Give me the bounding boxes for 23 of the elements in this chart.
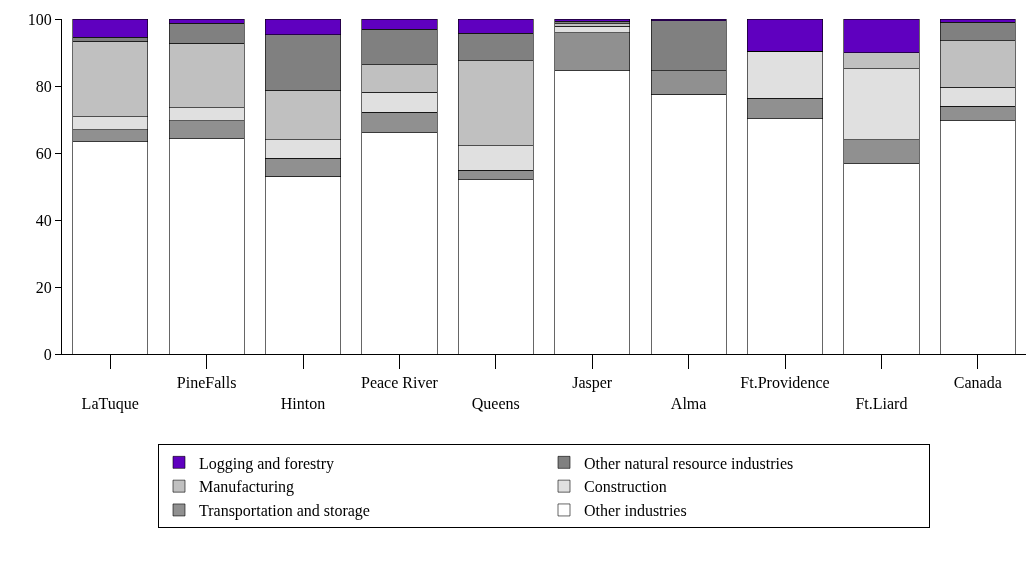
y-tick-label: 60	[35, 144, 52, 162]
y-tick-label: 40	[35, 211, 52, 229]
x-tick-label: PineFalls	[176, 374, 237, 392]
x-tick-label: Peace River	[360, 374, 439, 392]
x-tick-label: Alma	[670, 395, 707, 412]
x-tick-label: Canada	[953, 374, 1002, 392]
x-tick-label: Hinton	[280, 395, 326, 412]
x-tick-label: Queens	[471, 395, 520, 412]
x-tick-label: Ft.Liard	[855, 395, 908, 412]
y-tick-label: 80	[35, 77, 52, 95]
y-tick-label: 100	[27, 10, 52, 28]
legend-label: Transportation and storage	[199, 502, 370, 521]
legend-label: Other natural resource industries	[584, 454, 794, 472]
y-tick-label: 0	[43, 345, 52, 363]
x-tick-label: LaTuque	[81, 395, 139, 413]
legend-label: Other industries	[584, 502, 687, 520]
legend-label: Construction	[584, 478, 667, 496]
legend-label: Logging and forestry	[199, 454, 335, 473]
x-tick-label: Ft.Providence	[740, 374, 830, 392]
legend-label: Manufacturing	[199, 478, 295, 497]
bar	[72, 19, 149, 38]
x-tick-label: Jasper	[572, 374, 613, 393]
y-tick-label: 20	[35, 278, 52, 296]
